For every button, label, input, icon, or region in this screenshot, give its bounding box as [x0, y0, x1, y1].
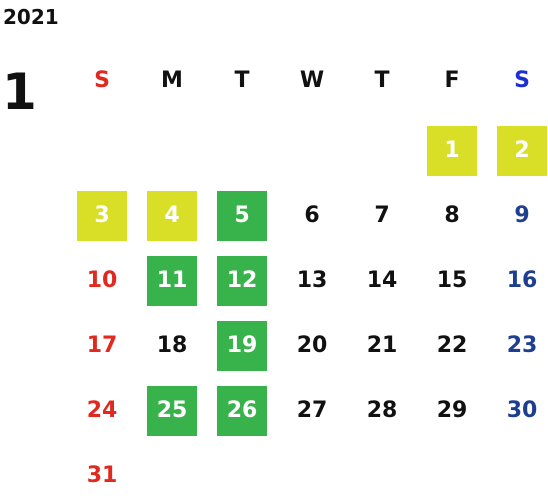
weekday-header: T — [234, 68, 250, 93]
year-label: 2021 — [3, 5, 59, 29]
weekday-header: F — [444, 68, 460, 93]
day-cell: 9 — [514, 203, 530, 228]
weekday-header: M — [161, 68, 183, 93]
day-cell: 17 — [86, 333, 118, 358]
day-cell: 13 — [296, 268, 328, 293]
day-cell: 14 — [366, 268, 398, 293]
day-cell: 11 — [147, 256, 197, 306]
weekday-header: S — [94, 68, 110, 93]
day-cell: 26 — [217, 386, 267, 436]
day-cell: 16 — [506, 268, 538, 293]
day-cell: 27 — [296, 398, 328, 423]
day-cell: 19 — [217, 321, 267, 371]
day-cell: 3 — [77, 191, 127, 241]
day-cell: 15 — [436, 268, 468, 293]
day-cell: 5 — [217, 191, 267, 241]
weekday-header: T — [374, 68, 390, 93]
day-cell: 4 — [147, 191, 197, 241]
weekday-header: W — [299, 68, 325, 93]
day-cell: 8 — [444, 203, 460, 228]
month-number: 1 — [2, 63, 37, 121]
day-cell: 25 — [147, 386, 197, 436]
day-cell: 21 — [366, 333, 398, 358]
day-cell: 22 — [436, 333, 468, 358]
weekday-header: S — [514, 68, 530, 93]
day-cell: 31 — [86, 463, 118, 488]
day-cell: 30 — [506, 398, 538, 423]
day-cell: 10 — [86, 268, 118, 293]
day-cell: 29 — [436, 398, 468, 423]
day-cell: 24 — [86, 398, 118, 423]
day-cell: 7 — [374, 203, 390, 228]
day-cell: 1 — [427, 126, 477, 176]
day-cell: 23 — [506, 333, 538, 358]
day-cell: 20 — [296, 333, 328, 358]
day-cell: 2 — [497, 126, 547, 176]
day-cell: 6 — [304, 203, 320, 228]
day-cell: 12 — [217, 256, 267, 306]
day-cell: 18 — [156, 333, 188, 358]
day-cell: 28 — [366, 398, 398, 423]
